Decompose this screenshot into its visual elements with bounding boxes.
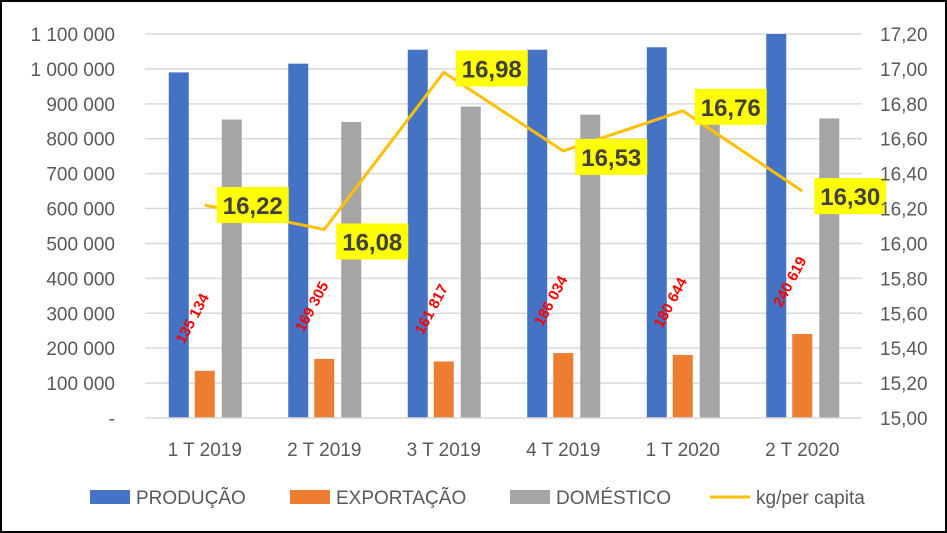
left-tick-label: 700 000 xyxy=(46,165,115,186)
x-tick-label: 3 T 2019 xyxy=(407,440,481,461)
legend-label: EXPORTAÇÃO xyxy=(336,487,466,509)
bar-exportação xyxy=(672,354,693,418)
bar-exportação xyxy=(433,361,454,418)
right-tick-label: 16,00 xyxy=(880,234,928,255)
left-tick-label: 100 000 xyxy=(46,374,115,395)
left-tick-label: 1 100 000 xyxy=(30,25,115,46)
x-tick-label: 2 T 2019 xyxy=(287,440,361,461)
bar-doméstico xyxy=(221,119,242,418)
x-tick-label: 4 T 2019 xyxy=(526,440,600,461)
left-tick-label: 1 000 000 xyxy=(30,60,115,81)
line-data-label: 16,30 xyxy=(820,184,880,211)
left-tick-label: 200 000 xyxy=(46,339,115,360)
line-data-label: 16,76 xyxy=(701,95,761,122)
right-tick-label: 15,00 xyxy=(880,409,928,430)
bar-exportação xyxy=(194,370,215,418)
legend-label: PRODUÇÃO xyxy=(136,487,246,509)
x-tick-label: 2 T 2020 xyxy=(765,440,839,461)
left-tick-label: 500 000 xyxy=(46,234,115,255)
bar-doméstico xyxy=(341,121,362,418)
bar-produção xyxy=(766,34,787,418)
right-tick-label: 16,20 xyxy=(880,200,928,221)
bar-produção xyxy=(168,72,189,419)
bar-doméstico xyxy=(699,114,720,419)
line-data-label-bg xyxy=(814,178,887,215)
line-data-label: 16,22 xyxy=(223,193,283,220)
bar-produção xyxy=(646,47,667,419)
line-data-label: 16,53 xyxy=(581,145,641,172)
legend-label: kg/per capita xyxy=(756,488,865,509)
legend-swatch xyxy=(90,490,130,504)
bar-produção xyxy=(527,49,548,418)
line-data-label: 16,98 xyxy=(462,56,522,83)
x-tick-label: 1 T 2020 xyxy=(646,440,720,461)
right-tick-label: 15,80 xyxy=(880,269,928,290)
line-data-label-bg xyxy=(216,187,289,224)
right-tick-label: 16,80 xyxy=(880,95,928,116)
right-tick-label: 15,60 xyxy=(880,304,928,325)
left-tick-label: 800 000 xyxy=(46,130,115,151)
left-tick-label: 900 000 xyxy=(46,95,115,116)
bar-exportação xyxy=(553,353,574,418)
bar-doméstico xyxy=(580,114,601,418)
left-tick-label: 600 000 xyxy=(46,200,115,221)
right-tick-label: 15,40 xyxy=(880,339,928,360)
bar-exportação xyxy=(314,358,335,418)
line-data-label-bg xyxy=(575,138,648,175)
bar-produção xyxy=(288,63,309,418)
line-data-label-bg xyxy=(455,50,528,87)
bar-produção xyxy=(407,49,428,418)
right-tick-label: 17,20 xyxy=(880,25,928,46)
left-tick-label: 300 000 xyxy=(46,304,115,325)
right-tick-label: 16,40 xyxy=(880,165,928,186)
right-tick-label: 15,20 xyxy=(880,374,928,395)
right-tick-label: 17,00 xyxy=(880,60,928,81)
bar-doméstico xyxy=(460,106,481,419)
line-data-label: 16,08 xyxy=(342,229,402,256)
bar-doméstico xyxy=(819,118,840,418)
bar-exportação xyxy=(792,334,813,418)
legend-swatch xyxy=(510,490,550,504)
x-tick-label: 1 T 2019 xyxy=(168,440,242,461)
legend-swatch xyxy=(290,490,330,504)
right-tick-label: 16,60 xyxy=(880,130,928,151)
line-data-label-bg xyxy=(694,88,767,125)
legend-label: DOMÉSTICO xyxy=(556,488,671,509)
left-tick-label: 400 000 xyxy=(46,269,115,290)
line-data-label-bg xyxy=(336,223,409,260)
left-tick-label: - xyxy=(109,409,115,430)
